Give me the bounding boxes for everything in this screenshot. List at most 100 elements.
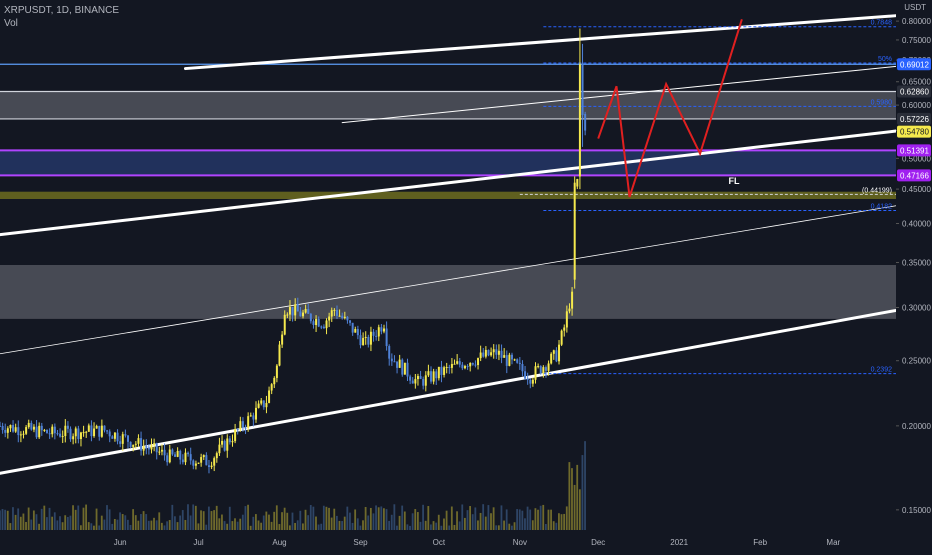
trendline [0,308,898,475]
volume-bar [367,515,370,530]
volume-bar [539,505,542,530]
candle-body [66,425,69,429]
volume-bar [409,525,411,530]
price-tick-label: 0.25000 [902,357,931,366]
volume-bar [552,521,555,530]
time-tick-label: Nov [513,538,527,547]
candle-body [249,415,252,417]
candle-body [35,426,38,438]
time-tick-label: Jul [193,538,203,547]
candle-body [252,415,255,420]
candle-body [268,390,271,403]
candle-body [142,446,145,451]
candle-body [221,440,224,445]
volume-bar [215,505,218,530]
price-zone-gray [0,264,896,319]
volume-bar [194,505,197,530]
candle-body [322,326,325,329]
symbol-title: XRPUSDT, 1D, BINANCE [4,5,120,16]
candle-body [380,327,383,332]
candle-body [150,445,153,450]
price-zone-gray [0,91,896,119]
volume-bar [98,525,101,530]
candle-body [534,366,537,380]
candle-body [440,366,443,375]
candle-body [111,436,114,439]
candle-body [134,443,137,445]
candle-body [95,425,98,429]
time-tick-label: Oct [433,538,446,547]
candle-body [194,463,197,466]
trendline [183,14,898,71]
candle-body [500,350,503,358]
candle-body [542,367,545,374]
volume-bar [174,516,176,530]
time-tick-label: Aug [272,538,286,547]
candle-body [48,433,51,435]
volume-bar [213,510,216,530]
candle-body [163,449,166,456]
candle-body [205,455,208,466]
volume-bar [398,515,401,530]
candle-body [189,454,192,461]
volume-bar [234,518,236,530]
volume-bar [140,514,142,530]
volume-bar [341,521,344,530]
candle-body [495,349,498,355]
volume-bar [328,507,330,530]
candle-body [518,362,521,365]
candle-body [286,314,289,316]
candle-body [383,328,385,332]
candle-body [453,363,456,365]
candle-body [406,362,409,377]
volume-bar [526,506,529,530]
volume-bar [558,513,560,530]
volume-bar [422,504,424,530]
volume-bar [160,522,163,530]
volume-bar [560,514,563,530]
volume-bar [351,522,354,530]
candle-body [239,421,242,430]
volume-bar [150,520,153,530]
candle-body [273,377,276,385]
price-marker [897,125,931,138]
volume-bar [286,512,289,530]
volume-bar [87,522,90,530]
volume-bar [388,520,391,530]
candle-body [22,433,25,435]
price-tick-label: 0.45000 [902,185,931,194]
candle-body [247,416,250,428]
volume-bar [544,523,547,530]
price-marker [897,144,931,157]
candle-body [508,354,511,366]
volume-bar [179,515,182,530]
volume-bar [383,508,385,530]
volume-bar [453,524,456,530]
time-tick-label: Dec [591,538,605,547]
candle-body [307,308,310,314]
candle-body [14,427,17,432]
candle-body [552,350,555,354]
volume-bar [307,515,310,530]
candle-body [513,359,516,361]
volume-bar [508,523,511,530]
volume-bar [309,505,312,530]
volume-bar [153,517,155,530]
volume-bar [584,441,586,530]
fib-level-label: (0.44199) [862,187,892,194]
volume-bar [270,521,273,530]
volume-label: Vol [4,18,18,29]
volume-bar [205,524,208,530]
volume-bar [265,511,268,530]
price-marker-label: 0.47166 [900,171,929,180]
candle-body [312,321,315,326]
time-tick-label: 2021 [670,538,688,547]
candle-body [299,311,302,317]
volume-bar [184,519,187,530]
volume-bar [372,513,375,530]
volume-bar [275,505,278,530]
candle-body [46,429,49,434]
volume-bar [537,509,539,530]
